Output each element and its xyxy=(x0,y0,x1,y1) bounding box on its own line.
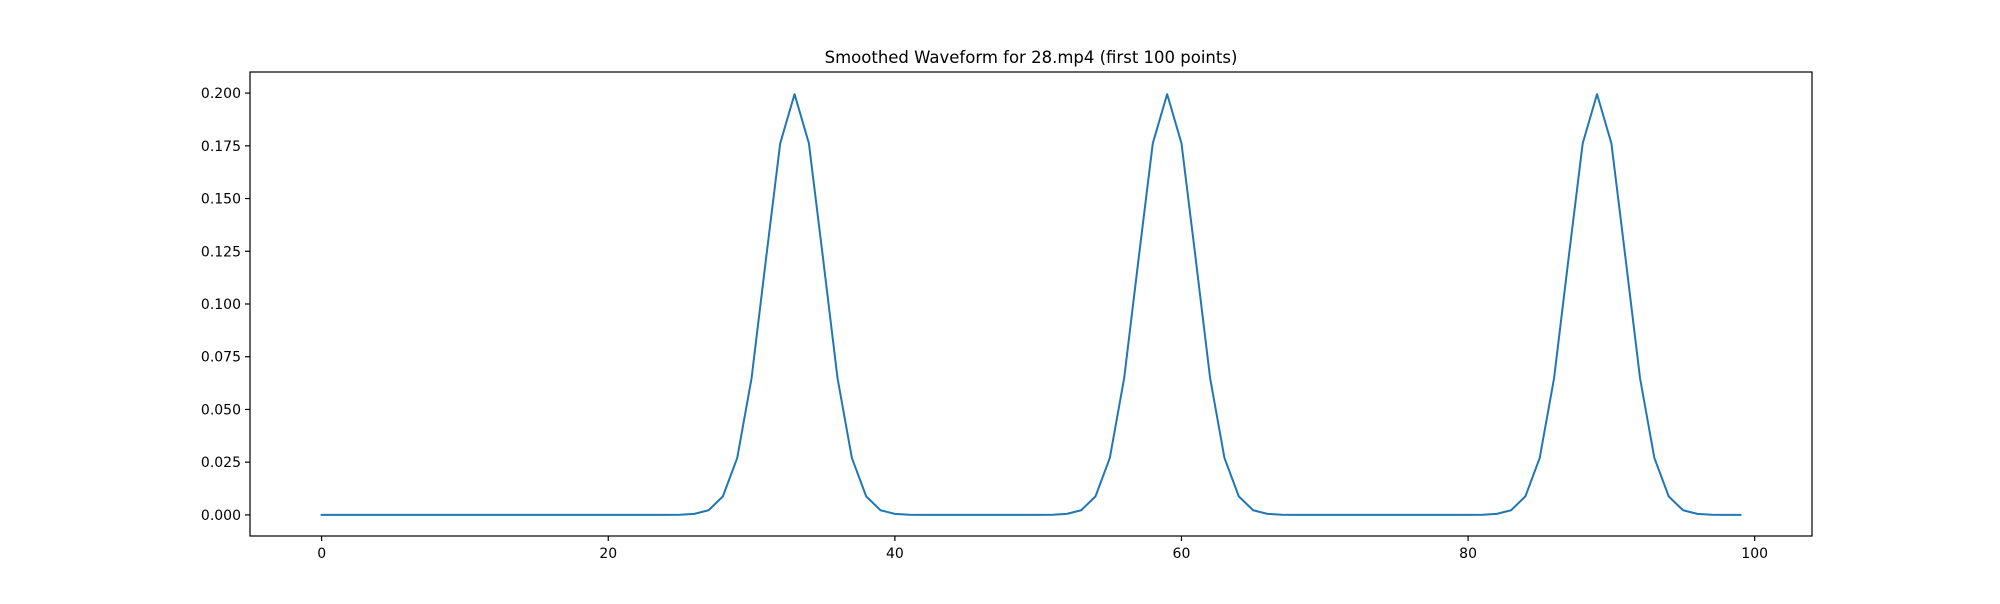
y-tick-label: 0.025 xyxy=(201,455,241,471)
y-tick-label: 0.050 xyxy=(201,402,241,418)
x-tick-label: 100 xyxy=(1741,546,1768,562)
x-tick-label: 20 xyxy=(599,546,617,562)
y-axis: 0.000 0.025 0.050 0.075 0.100 0.125 0.150 0.175… xyxy=(201,86,250,524)
plot-frame xyxy=(249,71,1813,537)
y-tick-label: 0.175 xyxy=(201,139,241,155)
y-tick-label: 0.125 xyxy=(201,244,241,260)
waveform-line xyxy=(320,93,1742,516)
y-tick-label: 0.000 xyxy=(201,508,241,524)
chart-title: Smoothed Waveform for 28.mp4 (first 100 … xyxy=(825,48,1238,67)
x-tick-label: 40 xyxy=(886,546,904,562)
y-tick-label: 0.200 xyxy=(201,86,241,102)
y-tick-label: 0.150 xyxy=(201,192,241,208)
x-axis: 0 20 40 60 80 100 xyxy=(317,536,1768,562)
series-layer xyxy=(320,93,1742,516)
x-tick-label: 0 xyxy=(317,546,326,562)
x-tick-label: 80 xyxy=(1459,546,1477,562)
y-tick-label: 0.075 xyxy=(201,350,241,366)
y-tick-label: 0.100 xyxy=(201,297,241,313)
x-tick-label: 60 xyxy=(1173,546,1191,562)
